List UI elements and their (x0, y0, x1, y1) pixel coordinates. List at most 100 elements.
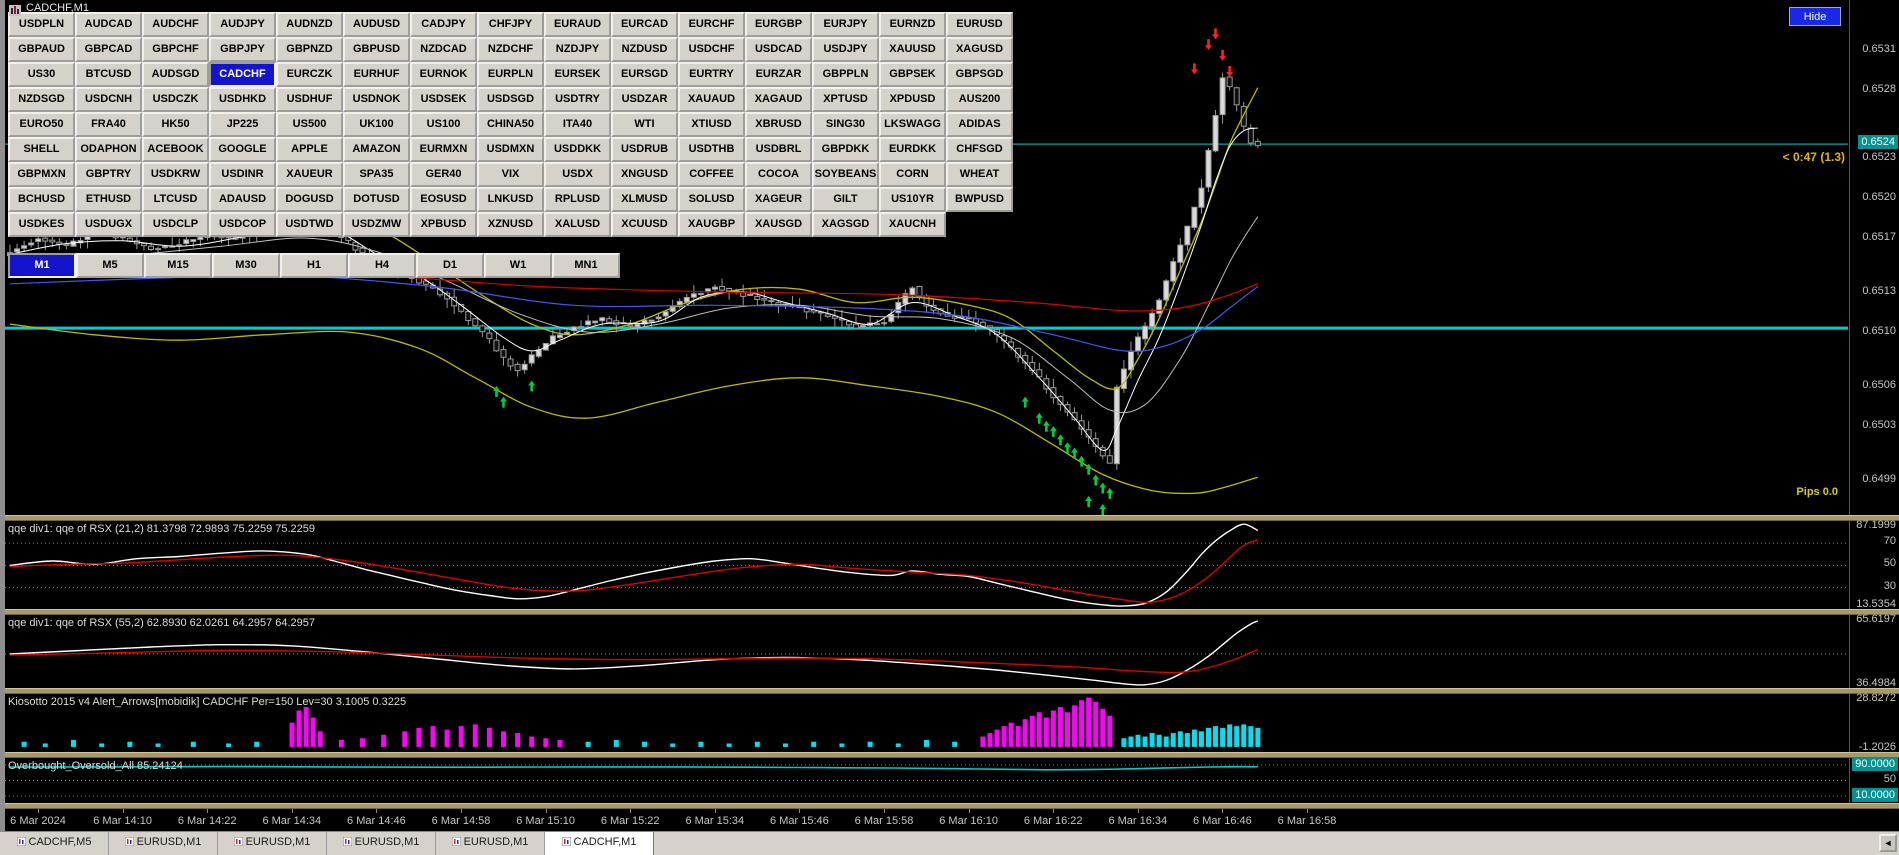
symbol-button-USDTHB[interactable]: USDTHB (678, 137, 745, 162)
symbol-button-WTI[interactable]: WTI (611, 112, 678, 137)
symbol-button-GBPCAD[interactable]: GBPCAD (75, 37, 142, 62)
symbol-button-SING30[interactable]: SING30 (812, 112, 879, 137)
symbol-button-USDTWD[interactable]: USDTWD (276, 212, 343, 237)
symbol-button-XAUAUD[interactable]: XAUAUD (678, 87, 745, 112)
symbol-button-GOOGLE[interactable]: GOOGLE (209, 137, 276, 162)
symbol-button-USDRUB[interactable]: USDRUB (611, 137, 678, 162)
symbol-button-ODAPHON[interactable]: ODAPHON (75, 137, 142, 162)
symbol-button-FRA40[interactable]: FRA40 (75, 112, 142, 137)
pane-divider[interactable] (0, 752, 1899, 758)
symbol-button-AUDCAD[interactable]: AUDCAD (75, 12, 142, 37)
symbol-button-LKSWAGG[interactable]: LKSWAGG (879, 112, 946, 137)
symbol-button-XBRUSD[interactable]: XBRUSD (745, 112, 812, 137)
symbol-button-AUDSGD[interactable]: AUDSGD (142, 62, 209, 87)
chart-tab-EURUSD-M1[interactable]: EURUSD,M1 (218, 832, 327, 855)
symbol-button-USDX[interactable]: USDX (544, 162, 611, 187)
symbol-button-USDCAD[interactable]: USDCAD (745, 37, 812, 62)
symbol-button-WHEAT[interactable]: WHEAT (946, 162, 1013, 187)
symbol-button-EURSGD[interactable]: EURSGD (611, 62, 678, 87)
symbol-button-GER40[interactable]: GER40 (410, 162, 477, 187)
symbol-button-USDPLN[interactable]: USDPLN (8, 12, 75, 37)
symbol-button-CADJPY[interactable]: CADJPY (410, 12, 477, 37)
symbol-button-EURPLN[interactable]: EURPLN (477, 62, 544, 87)
pane-divider[interactable] (0, 688, 1899, 694)
symbol-button-USDTRY[interactable]: USDTRY (544, 87, 611, 112)
symbol-button-DOTUSD[interactable]: DOTUSD (343, 187, 410, 212)
symbol-button-XAUCNH[interactable]: XAUCNH (879, 212, 946, 237)
symbol-button-XPDUSD[interactable]: XPDUSD (879, 87, 946, 112)
timeframe-button-H1[interactable]: H1 (280, 253, 348, 278)
symbol-button-CORN[interactable]: CORN (879, 162, 946, 187)
symbol-button-EURTRY[interactable]: EURTRY (678, 62, 745, 87)
symbol-button-EURNOK[interactable]: EURNOK (410, 62, 477, 87)
symbol-button-USDSEK[interactable]: USDSEK (410, 87, 477, 112)
symbol-button-EURMXN[interactable]: EURMXN (410, 137, 477, 162)
chart-tab-EURUSD-M1[interactable]: EURUSD,M1 (109, 832, 218, 855)
symbol-button-EURJPY[interactable]: EURJPY (812, 12, 879, 37)
symbol-button-NZDUSD[interactable]: NZDUSD (611, 37, 678, 62)
symbol-button-EURCHF[interactable]: EURCHF (678, 12, 745, 37)
symbol-button-XTIUSD[interactable]: XTIUSD (678, 112, 745, 137)
symbol-button-JP225[interactable]: JP225 (209, 112, 276, 137)
symbol-button-EURCZK[interactable]: EURCZK (276, 62, 343, 87)
symbol-button-EURAUD[interactable]: EURAUD (544, 12, 611, 37)
symbol-button-EURHUF[interactable]: EURHUF (343, 62, 410, 87)
symbol-button-EURGBP[interactable]: EURGBP (745, 12, 812, 37)
pane-divider[interactable] (0, 515, 1899, 521)
symbol-button-US100[interactable]: US100 (410, 112, 477, 137)
symbol-button-XAUUSD[interactable]: XAUUSD (879, 37, 946, 62)
symbol-button-HK50[interactable]: HK50 (142, 112, 209, 137)
timeframe-button-M1[interactable]: M1 (8, 253, 76, 278)
symbol-button-GBPCHF[interactable]: GBPCHF (142, 37, 209, 62)
symbol-button-AMAZON[interactable]: AMAZON (343, 137, 410, 162)
symbol-button-GBPDKK[interactable]: GBPDKK (812, 137, 879, 162)
symbol-button-XZNUSD[interactable]: XZNUSD (477, 212, 544, 237)
symbol-button-CHFJPY[interactable]: CHFJPY (477, 12, 544, 37)
chart-tab-CADCHF-M1[interactable]: CADCHF,M1 (545, 832, 654, 855)
symbol-button-USDCOP[interactable]: USDCOP (209, 212, 276, 237)
symbol-button-GBPPLN[interactable]: GBPPLN (812, 62, 879, 87)
symbol-button-USDCHF[interactable]: USDCHF (678, 37, 745, 62)
symbol-button-AUDJPY[interactable]: AUDJPY (209, 12, 276, 37)
symbol-button-SOLUSD[interactable]: SOLUSD (678, 187, 745, 212)
symbol-button-SOYBEANS[interactable]: SOYBEANS (812, 162, 879, 187)
symbol-button-VIX[interactable]: VIX (477, 162, 544, 187)
symbol-button-XLMUSD[interactable]: XLMUSD (611, 187, 678, 212)
symbol-button-EURDKK[interactable]: EURDKK (879, 137, 946, 162)
symbol-button-GBPJPY[interactable]: GBPJPY (209, 37, 276, 62)
symbol-button-NZDCHF[interactable]: NZDCHF (477, 37, 544, 62)
symbol-button-USDCLP[interactable]: USDCLP (142, 212, 209, 237)
symbol-button-LNKUSD[interactable]: LNKUSD (477, 187, 544, 212)
symbol-button-XAUEUR[interactable]: XAUEUR (276, 162, 343, 187)
symbol-button-XAGEUR[interactable]: XAGEUR (745, 187, 812, 212)
symbol-button-USDZMW[interactable]: USDZMW (343, 212, 410, 237)
timeframe-button-M5[interactable]: M5 (76, 253, 144, 278)
symbol-button-USDBRL[interactable]: USDBRL (745, 137, 812, 162)
symbol-button-USDZAR[interactable]: USDZAR (611, 87, 678, 112)
symbol-button-GBPSGD[interactable]: GBPSGD (946, 62, 1013, 87)
symbol-button-USDNOK[interactable]: USDNOK (343, 87, 410, 112)
tab-scroll-left-button[interactable]: ◄ (1879, 834, 1897, 852)
symbol-button-NZDSGD[interactable]: NZDSGD (8, 87, 75, 112)
chart-tab-EURUSD-M1[interactable]: EURUSD,M1 (327, 832, 436, 855)
symbol-button-ACEBOOK[interactable]: ACEBOOK (142, 137, 209, 162)
symbol-button-NZDCAD[interactable]: NZDCAD (410, 37, 477, 62)
symbol-button-BTCUSD[interactable]: BTCUSD (75, 62, 142, 87)
symbol-button-USDSGD[interactable]: USDSGD (477, 87, 544, 112)
symbol-button-XALUSD[interactable]: XALUSD (544, 212, 611, 237)
chart-tab-CADCHF-M5[interactable]: CADCHF,M5 (0, 832, 109, 855)
timeframe-button-M15[interactable]: M15 (144, 253, 212, 278)
symbol-button-XAUSGD[interactable]: XAUSGD (745, 212, 812, 237)
symbol-button-DOGUSD[interactable]: DOGUSD (276, 187, 343, 212)
pane-divider[interactable] (0, 609, 1899, 615)
symbol-button-COCOA[interactable]: COCOA (745, 162, 812, 187)
symbol-button-GBPAUD[interactable]: GBPAUD (8, 37, 75, 62)
symbol-button-GBPSEK[interactable]: GBPSEK (879, 62, 946, 87)
timeframe-button-D1[interactable]: D1 (416, 253, 484, 278)
symbol-button-GBPNZD[interactable]: GBPNZD (276, 37, 343, 62)
symbol-button-AUDCHF[interactable]: AUDCHF (142, 12, 209, 37)
symbol-button-CHFSGD[interactable]: CHFSGD (946, 137, 1013, 162)
symbol-button-SPA35[interactable]: SPA35 (343, 162, 410, 187)
symbol-button-USDUGX[interactable]: USDUGX (75, 212, 142, 237)
symbol-button-AUDNZD[interactable]: AUDNZD (276, 12, 343, 37)
